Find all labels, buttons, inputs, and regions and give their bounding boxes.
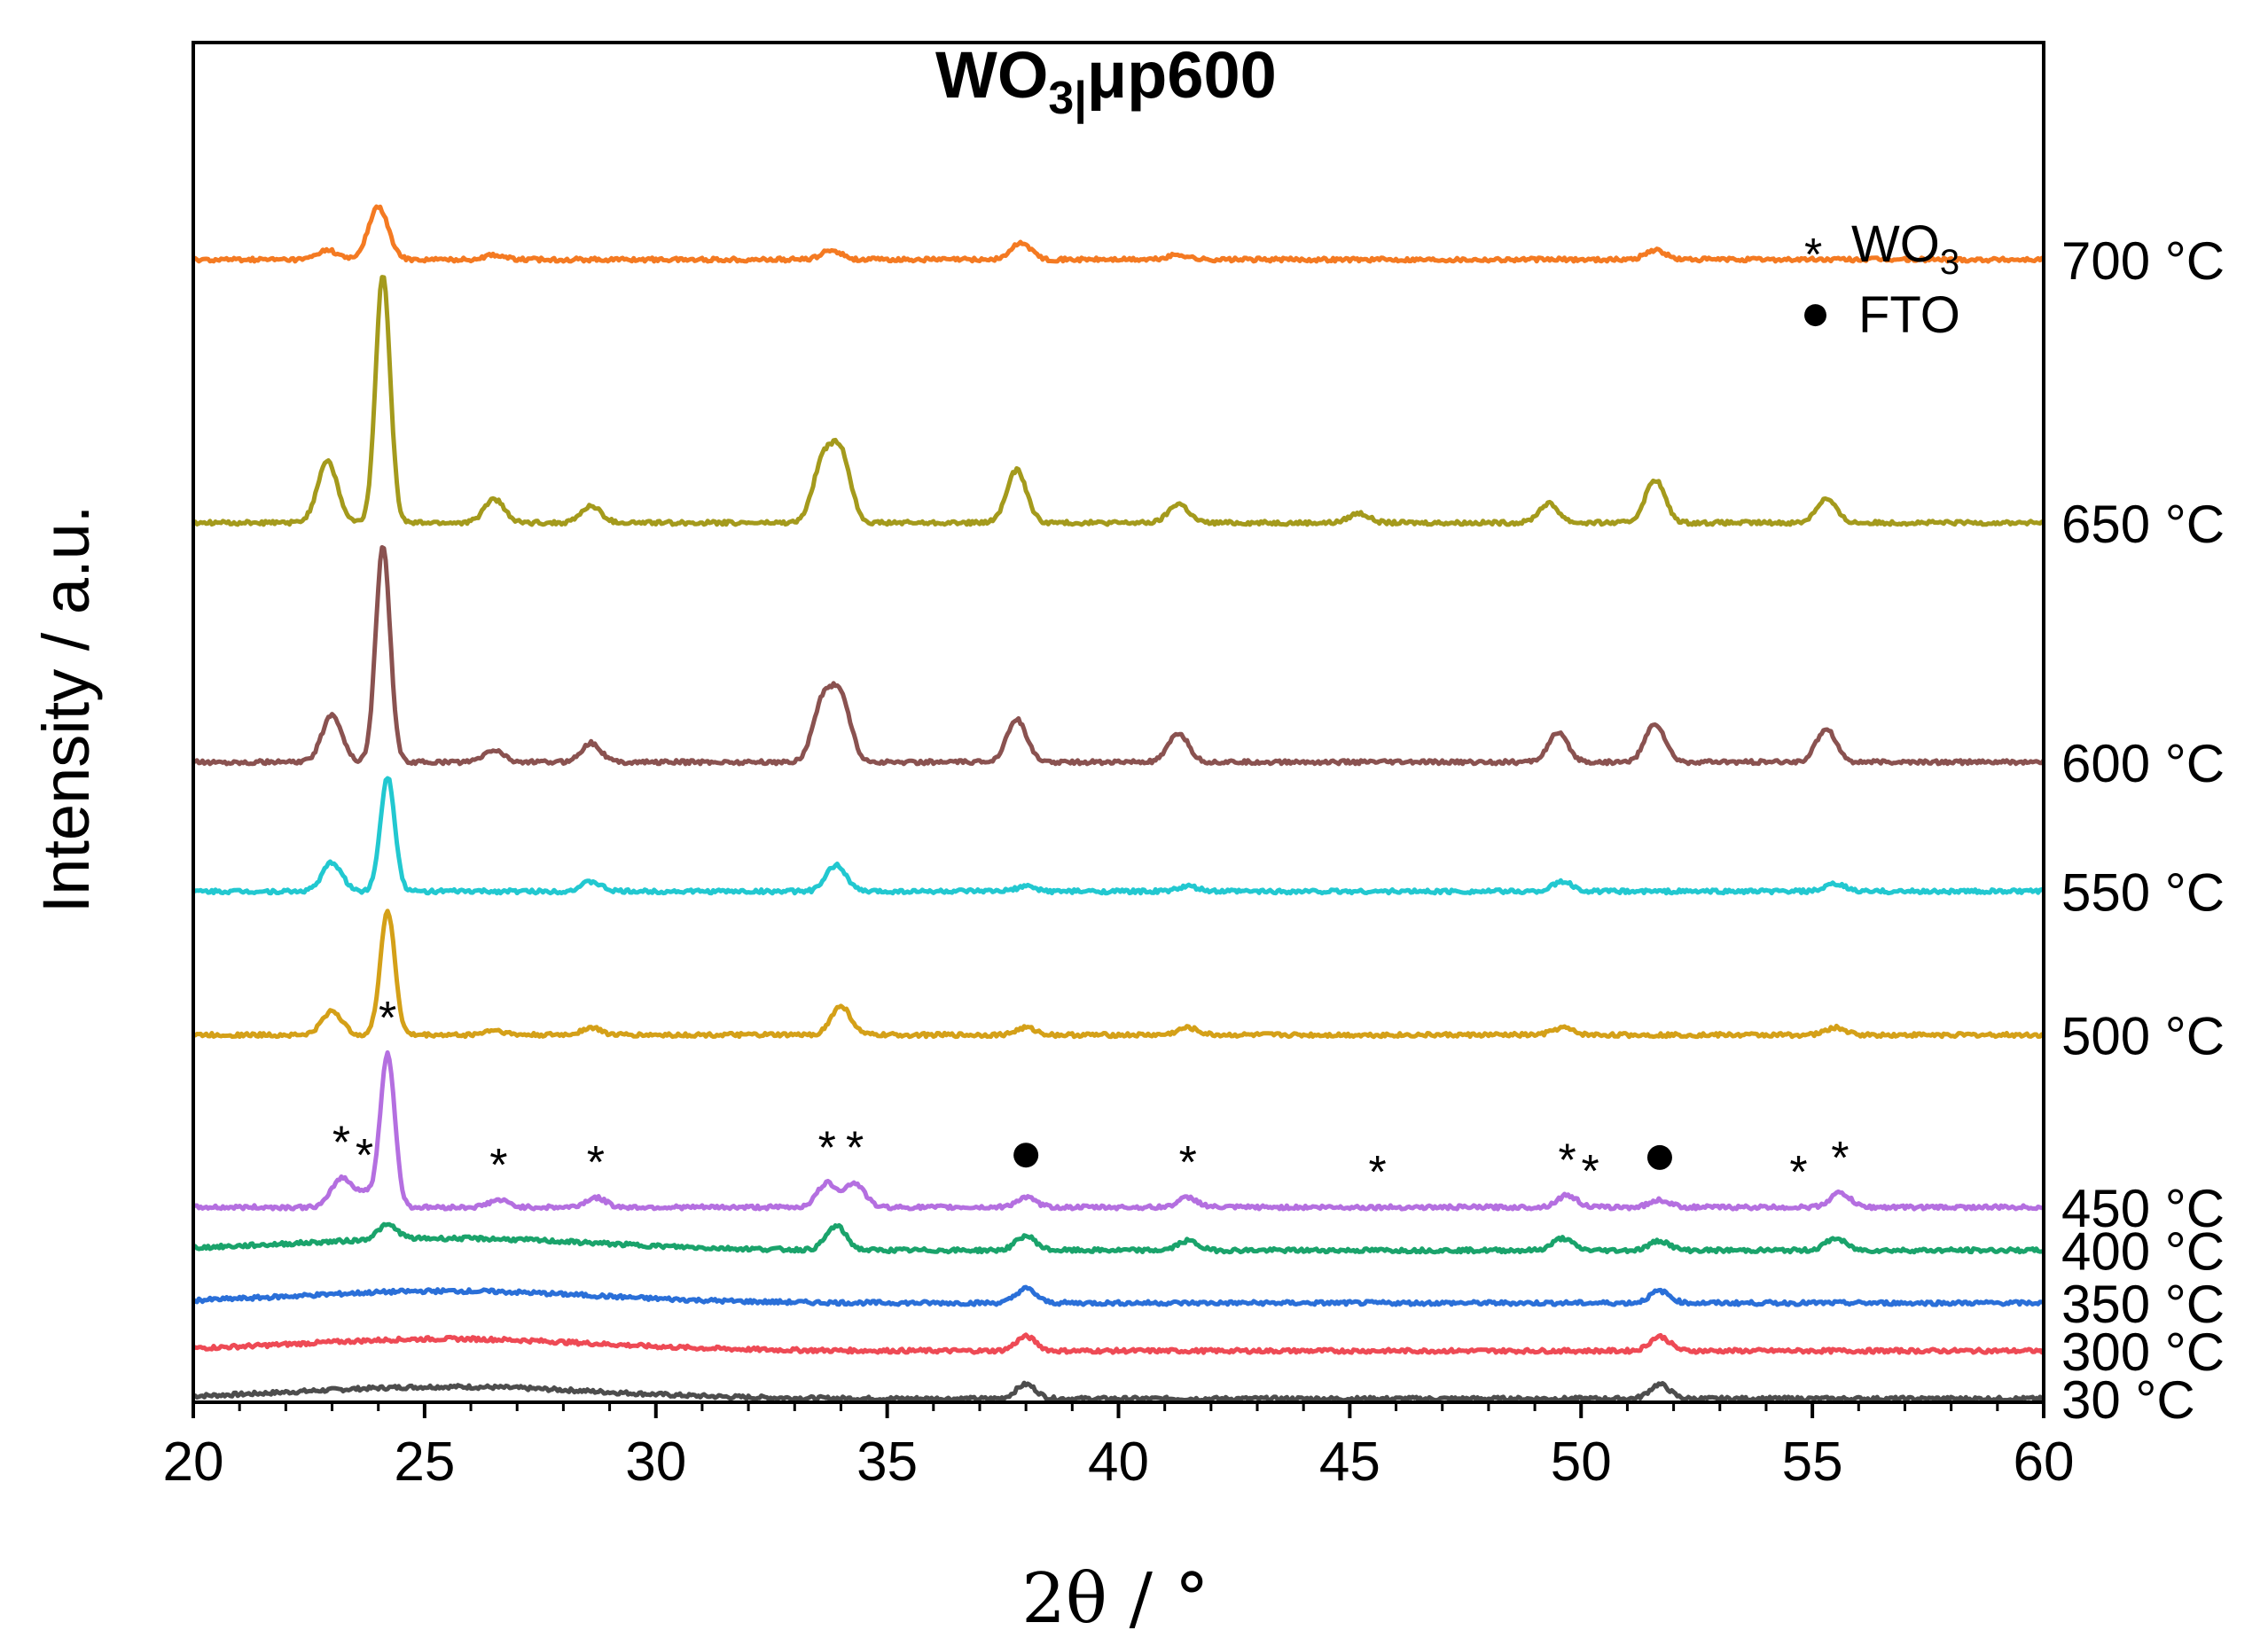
chart-title: WO3|μp600 <box>935 38 1277 124</box>
series-label-500: 500 °C <box>2061 1007 2225 1066</box>
series-line-350 <box>192 1284 2045 1307</box>
x-tick-label-45: 45 <box>1319 1431 1380 1493</box>
series-line-600 <box>192 545 2046 767</box>
series-line-30 <box>192 1380 2045 1403</box>
y-axis-title: Intensity / a.u. <box>29 505 103 914</box>
wo3-peak-marker: * <box>818 1123 836 1174</box>
x-axis-title: 2θ / ° <box>1021 1559 1208 1639</box>
legend-fto-symbol: ● <box>1800 284 1831 341</box>
series-label-700: 700 °C <box>2061 231 2225 291</box>
wo3-peak-marker: * <box>587 1137 605 1189</box>
series-label-450: 450 °C <box>2061 1179 2225 1238</box>
wo3-peak-marker: * <box>379 993 396 1044</box>
series-line-550 <box>192 776 2045 896</box>
series-line-300 <box>192 1332 2046 1355</box>
x-tick-label-60: 60 <box>2014 1431 2075 1493</box>
series-line-650 <box>192 275 2045 527</box>
legend-fto-label: FTO <box>1858 286 1960 344</box>
series-label-600: 600 °C <box>2061 734 2225 793</box>
x-tick-label-25: 25 <box>394 1431 455 1493</box>
x-tick-label-55: 55 <box>1782 1431 1843 1493</box>
wo3-peak-marker: * <box>332 1118 350 1169</box>
fto-peak-marker <box>1013 1143 1039 1168</box>
axes-layer: 20 25 30 35 40 45 50 55 60 <box>163 41 2075 1493</box>
series-line-500 <box>192 909 2045 1040</box>
legend: * WO3 ● FTO <box>1800 215 1960 344</box>
x-tick-label-20: 20 <box>163 1431 224 1493</box>
series-label-300: 300 °C <box>2061 1322 2225 1382</box>
wo3-peak-marker: * <box>846 1123 864 1174</box>
markers-layer: * *** * * * * * * * * * <box>332 993 1850 1198</box>
legend-wo3-label: WO3 <box>1851 215 1959 282</box>
x-tick-label-35: 35 <box>856 1431 918 1493</box>
series-label-550: 550 °C <box>2061 863 2225 923</box>
chart-title-sub: 3| <box>1048 73 1086 124</box>
series-layer <box>192 204 2046 1403</box>
plot-frame <box>192 41 2045 1404</box>
chart-title-main: WO <box>935 38 1048 112</box>
x-tick-label-30: 30 <box>625 1431 686 1493</box>
series-line-700 <box>192 204 2046 264</box>
series-label-350: 350 °C <box>2061 1275 2225 1334</box>
wo3-peak-marker: * <box>1179 1137 1197 1189</box>
fto-peak-marker <box>1646 1144 1672 1170</box>
wo3-peak-marker: * <box>1831 1133 1849 1184</box>
series-label-650: 650 °C <box>2061 495 2225 554</box>
series-label-30: 30 °C <box>2061 1370 2195 1430</box>
wo3-peak-marker: * <box>1369 1147 1387 1198</box>
wo3-peak-marker: * <box>1789 1147 1807 1198</box>
x-tick-label-40: 40 <box>1088 1431 1149 1493</box>
chart-title-rest: μp600 <box>1087 38 1277 112</box>
wo3-peak-marker: * <box>1582 1146 1599 1197</box>
wo3-peak-marker: * <box>489 1140 507 1191</box>
legend-wo3-symbol: * <box>1804 230 1822 281</box>
x-tick-label-50: 50 <box>1551 1431 1612 1493</box>
legend-wo3-sub: 3 <box>1940 243 1959 282</box>
wo3-peak-marker: * <box>356 1130 373 1182</box>
series-line-400 <box>192 1221 2045 1255</box>
legend-wo3-text: WO <box>1851 215 1940 273</box>
wo3-peak-marker: * <box>1558 1135 1576 1187</box>
series-line-450 <box>192 1049 2045 1212</box>
series-label-400: 400 °C <box>2061 1222 2225 1282</box>
